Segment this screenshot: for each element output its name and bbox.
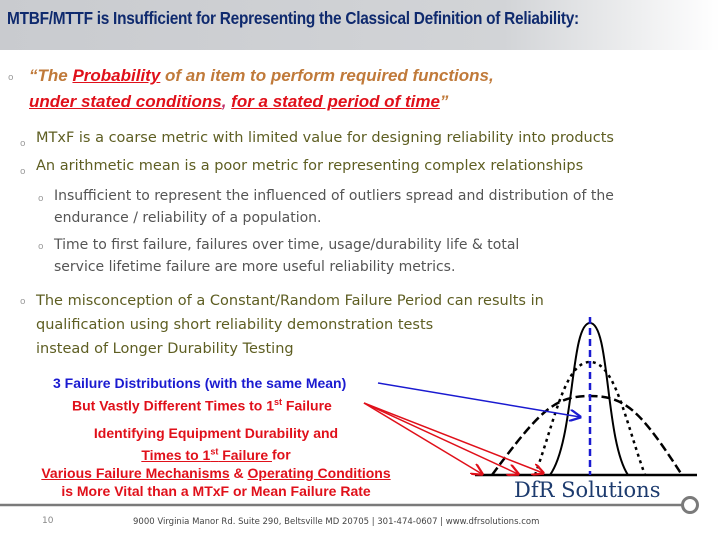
bullet-icon: o [38,194,44,204]
medium-distribution-curve [533,360,647,476]
header-bar [0,0,720,50]
sub-bullet-text: Time to first failure, failures over tim… [54,237,520,275]
bullet-text: The misconception of a Constant/Random F… [36,293,544,357]
red-arrow [363,402,543,473]
footer-circle-icon [681,496,699,514]
dfr-logo: DfR Solutions [514,478,661,502]
quote-line-2: under stated conditions, for a stated pe… [29,92,449,111]
bullet-icon: o [38,242,44,252]
quote-line-1: “The Probability of an item to perform r… [29,66,494,85]
times-label: But Vastly Different Times to 1st Failur… [72,397,332,414]
bullet-text: An arithmetic mean is a poor metric for … [36,158,584,174]
durability-note: Identifying Equipment Durability and Tim… [41,425,391,499]
bullet-icon: o [20,139,26,149]
distributions-label: 3 Failure Distributions (with the same M… [53,375,347,391]
bullet-icon: o [8,73,14,83]
bullet-text: MTxF is a coarse metric with limited val… [36,130,614,146]
footer-address: 9000 Virginia Manor Rd. Suite 290, Belts… [133,517,540,527]
bullet-icon: o [20,297,26,307]
red-arrow [363,402,518,474]
bullet-icon: o [20,167,26,177]
blue-arrow [377,382,580,417]
page-number: 10 [42,516,54,526]
sub-bullet-text: Insufficient to represent the influenced… [54,188,614,226]
red-arrow [363,402,482,474]
wide-distribution-curve [490,394,684,476]
slide-title: MTBF/MTTF is Insufficient for Representi… [7,8,579,28]
